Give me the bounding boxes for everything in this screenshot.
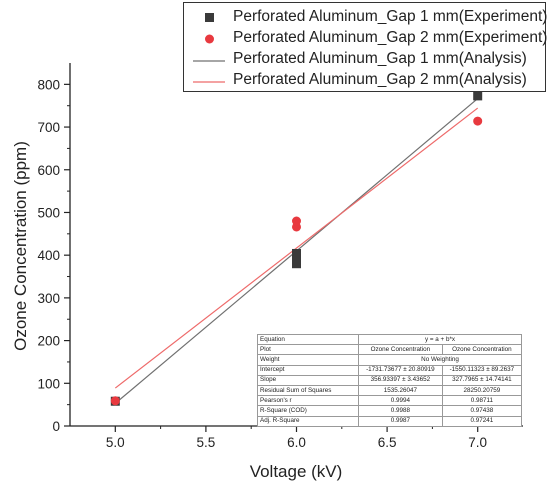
y-tick-label: 600 (37, 163, 60, 178)
y-tick-label: 700 (37, 120, 60, 135)
table-cell: Weight (257, 354, 359, 366)
table-cell: 0.98711 (441, 395, 523, 407)
x-tick-label: 6.0 (287, 435, 306, 450)
table-cell: R-Square (COD) (257, 405, 359, 417)
y-tick-label: 200 (37, 334, 60, 349)
table-cell: Residual Sum of Squares (257, 384, 359, 397)
legend: Perforated Aluminum_Gap 1 mm(Experiment)… (183, 2, 548, 92)
table-cell: Intercept (257, 364, 359, 376)
square-marker-icon (205, 13, 214, 22)
data-point-square (292, 254, 301, 264)
legend-item: Perforated Aluminum_Gap 1 mm(Experiment) (184, 7, 548, 29)
table-cell: Slope (257, 374, 359, 386)
legend-label: Perforated Aluminum_Gap 1 mm(Experiment) (233, 8, 548, 25)
table-cell: Plot (257, 344, 359, 356)
x-axis-label: Voltage (kV) (250, 462, 343, 481)
table-cell: 0.97241 (441, 415, 523, 427)
table-cell: y = a + b*x (358, 333, 522, 346)
legend-item: Perforated Aluminum_Gap 2 mm(Experiment) (184, 28, 548, 50)
data-point-square (292, 259, 301, 269)
table-cell: Pearson's r (257, 395, 359, 407)
fit-line (114, 107, 479, 389)
table-row: Plot Ozone Concentration Ozone Concentra… (257, 344, 523, 356)
data-point-circle (110, 396, 120, 406)
table-row: Intercept -1731.73677 ± 20.80919 -1550.1… (257, 364, 523, 376)
legend-item: Perforated Aluminum_Gap 1 mm(Analysis) (184, 49, 545, 71)
data-point-circle (473, 116, 483, 126)
x-tick-label: 7.0 (468, 435, 487, 450)
y-tick-label: 500 (37, 205, 60, 220)
table-cell: 0.97438 (441, 405, 523, 417)
table-cell: Ozone Concentration (441, 344, 523, 356)
y-tick-label: 800 (37, 77, 60, 92)
table-cell: No Weighting (358, 354, 522, 366)
legend-label: Perforated Aluminum_Gap 2 mm(Analysis) (233, 71, 527, 88)
table-row: R-Square (COD) 0.9988 0.97438 (257, 405, 523, 417)
legend-label: Perforated Aluminum_Gap 2 mm(Experiment) (233, 29, 548, 46)
data-point-square (473, 91, 483, 101)
y-tick-label: 0 (52, 419, 60, 434)
table-row: Pearson's r 0.9994 0.98711 (257, 395, 523, 407)
table-cell: Ozone Concentration (358, 344, 443, 356)
line-marker-icon (193, 60, 225, 62)
table-row: Adj. R-Square 0.9987 0.97241 (257, 415, 523, 427)
x-tick-label: 5.5 (197, 435, 216, 450)
data-point-circle (292, 216, 301, 226)
table-cell: 0.9987 (358, 415, 443, 427)
y-tick-label: 300 (37, 291, 60, 306)
table-row: Equation y = a + b*x (257, 333, 522, 346)
y-tick-label: 400 (37, 248, 60, 263)
x-tick-label: 5.0 (106, 435, 125, 450)
table-cell: 356.93397 ± 3.43652 (358, 374, 443, 386)
x-tick-label: 6.5 (378, 435, 397, 450)
fit-statistics-table: Equation y = a + b*x Plot Ozone Concentr… (257, 333, 523, 427)
table-row: Residual Sum of Squares 1535.26047 28250… (257, 384, 523, 397)
table-cell: 0.9994 (358, 395, 443, 407)
legend-item: Perforated Aluminum_Gap 2 mm(Analysis) (184, 70, 545, 92)
legend-label: Perforated Aluminum_Gap 1 mm(Analysis) (233, 50, 527, 67)
table-cell: 0.9988 (358, 405, 443, 417)
table-cell: -1550.11323 ± 89.2637 (441, 364, 523, 376)
table-cell: Equation (257, 333, 359, 346)
circle-marker-icon (205, 34, 214, 44)
data-point-square (292, 248, 301, 258)
y-axis-label: Ozone Concentration (ppm) (11, 141, 30, 351)
table-cell: Adj. R-Square (257, 415, 359, 427)
table-row: Slope 356.93397 ± 3.43652 327.7965 ± 14.… (257, 374, 523, 386)
line-marker-icon (193, 81, 225, 83)
y-tick-label: 100 (37, 376, 60, 391)
table-cell: 327.7965 ± 14.74141 (441, 374, 523, 386)
table-row: Weight No Weighting (257, 354, 522, 366)
table-cell: 1535.26047 (358, 384, 443, 397)
table-cell: -1731.73677 ± 20.80919 (358, 364, 443, 376)
table-cell: 28250.20759 (441, 384, 523, 397)
